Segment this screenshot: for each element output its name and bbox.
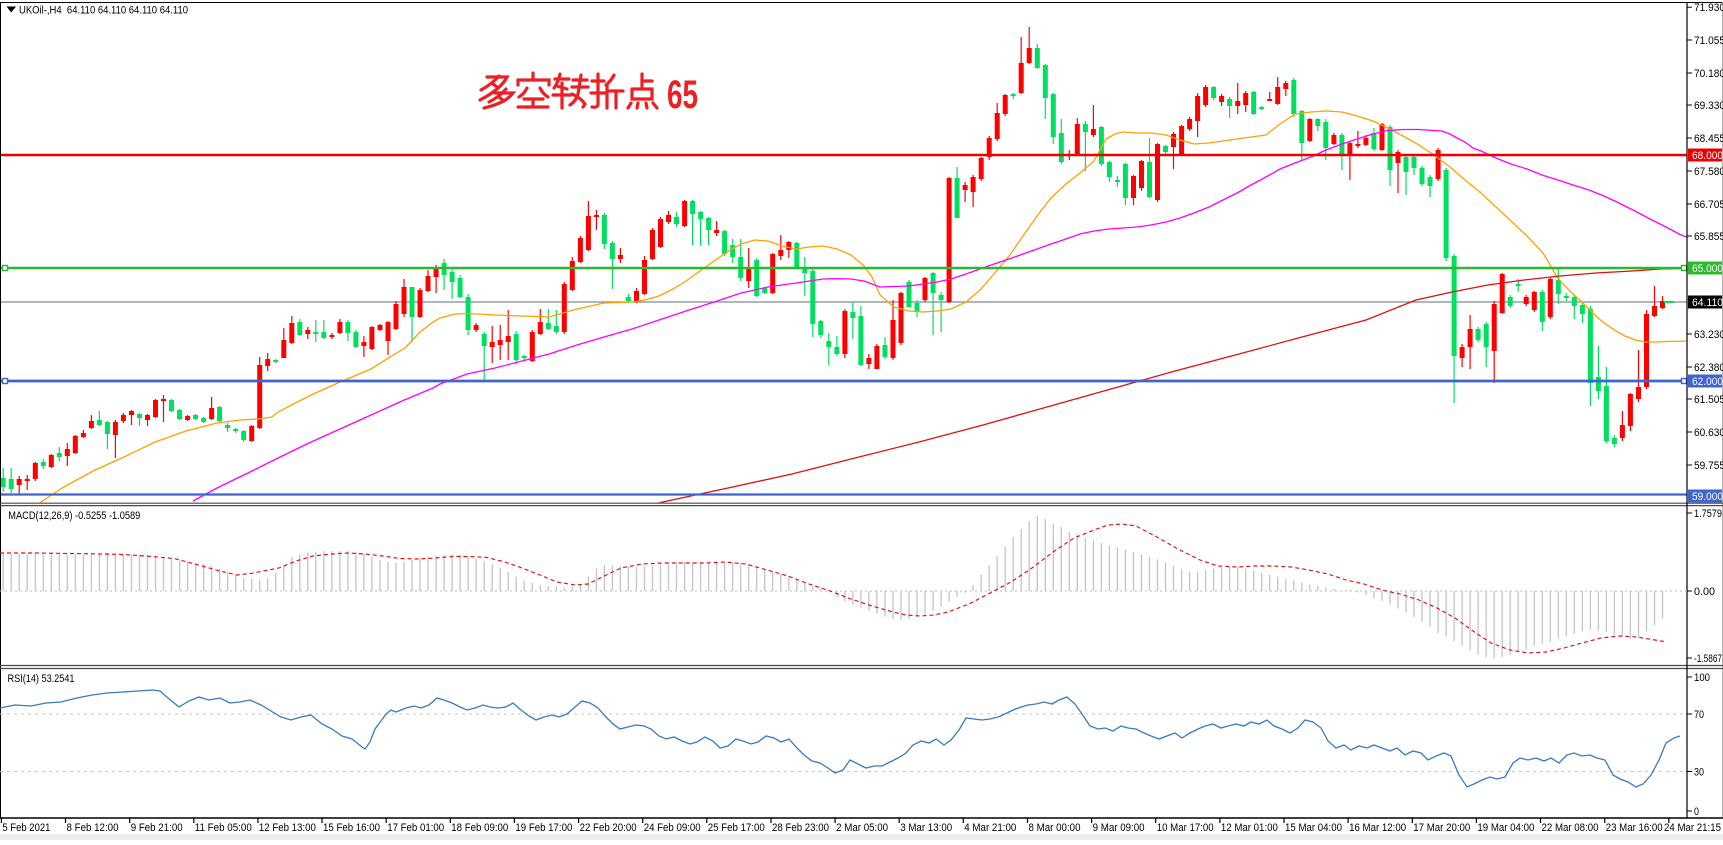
svg-text:100: 100 xyxy=(1694,672,1710,684)
svg-text:70.180: 70.180 xyxy=(1694,68,1723,80)
svg-text:8 Feb 12:00: 8 Feb 12:00 xyxy=(67,822,119,834)
svg-text:61.505: 61.505 xyxy=(1694,394,1723,406)
svg-text:9 Feb 21:00: 9 Feb 21:00 xyxy=(131,822,183,834)
svg-text:68.000: 68.000 xyxy=(1692,150,1723,162)
svg-text:12 Mar 01:00: 12 Mar 01:00 xyxy=(1221,822,1278,834)
svg-text:65.000: 65.000 xyxy=(1692,263,1723,275)
svg-text:UKOil-,H4 64.110 64.110 64.11: UKOil-,H4 64.110 64.110 64.110 64.110 xyxy=(19,5,188,17)
svg-text:0.00: 0.00 xyxy=(1694,586,1715,598)
svg-text:15 Feb 16:00: 15 Feb 16:00 xyxy=(323,822,380,834)
svg-text:60.630: 60.630 xyxy=(1694,427,1723,439)
svg-text:64.110: 64.110 xyxy=(1692,297,1723,309)
svg-text:11 Feb 05:00: 11 Feb 05:00 xyxy=(195,822,252,834)
svg-text:65: 65 xyxy=(667,73,698,117)
svg-text:22 Feb 20:00: 22 Feb 20:00 xyxy=(580,822,637,834)
svg-text:16 Mar 12:00: 16 Mar 12:00 xyxy=(1349,822,1406,834)
svg-text:69.330: 69.330 xyxy=(1694,100,1723,112)
svg-text:1.7579: 1.7579 xyxy=(1694,508,1722,520)
svg-text:66.705: 66.705 xyxy=(1694,199,1723,211)
svg-text:RSI(14) 53.2541: RSI(14) 53.2541 xyxy=(8,673,75,685)
svg-text:12 Feb 13:00: 12 Feb 13:00 xyxy=(259,822,316,834)
svg-text:3 Mar 13:00: 3 Mar 13:00 xyxy=(900,822,952,834)
svg-text:0: 0 xyxy=(1694,806,1699,818)
svg-text:62.380: 62.380 xyxy=(1694,362,1723,374)
svg-text:28 Feb 23:00: 28 Feb 23:00 xyxy=(772,822,829,834)
svg-text:59.755: 59.755 xyxy=(1694,460,1723,472)
svg-text:70: 70 xyxy=(1694,709,1704,721)
svg-text:67.580: 67.580 xyxy=(1694,166,1723,178)
svg-text:65.855: 65.855 xyxy=(1694,231,1723,243)
svg-text:62.000: 62.000 xyxy=(1692,376,1723,388)
svg-text:68.455: 68.455 xyxy=(1694,133,1723,145)
svg-text:10 Mar 17:00: 10 Mar 17:00 xyxy=(1157,822,1214,834)
svg-text:MACD(12,26,9) -0.5255 -1.0589: MACD(12,26,9) -0.5255 -1.0589 xyxy=(8,510,140,522)
svg-text:4 Mar 21:00: 4 Mar 21:00 xyxy=(964,822,1016,834)
svg-text:24 Mar 21:15: 24 Mar 21:15 xyxy=(1664,822,1721,834)
svg-text:18 Feb 09:00: 18 Feb 09:00 xyxy=(451,822,508,834)
svg-text:71.930: 71.930 xyxy=(1694,2,1723,14)
svg-text:71.055: 71.055 xyxy=(1694,35,1723,47)
svg-text:5 Feb 2021: 5 Feb 2021 xyxy=(2,822,50,834)
svg-text:24 Feb 09:00: 24 Feb 09:00 xyxy=(644,822,701,834)
svg-text:2 Mar 05:00: 2 Mar 05:00 xyxy=(836,822,888,834)
svg-text:23 Mar 16:00: 23 Mar 16:00 xyxy=(1606,822,1663,834)
svg-text:19 Mar 04:00: 19 Mar 04:00 xyxy=(1477,822,1534,834)
svg-text:59.000: 59.000 xyxy=(1692,491,1723,503)
svg-text:22 Mar 08:00: 22 Mar 08:00 xyxy=(1542,822,1599,834)
svg-text:8 Mar 00:00: 8 Mar 00:00 xyxy=(1029,822,1081,834)
svg-text:30: 30 xyxy=(1694,767,1704,779)
svg-text:25 Feb 17:00: 25 Feb 17:00 xyxy=(708,822,765,834)
svg-text:9 Mar 09:00: 9 Mar 09:00 xyxy=(1093,822,1145,834)
svg-text:17 Feb 01:00: 17 Feb 01:00 xyxy=(387,822,444,834)
svg-text:-1.5867: -1.5867 xyxy=(1694,653,1722,665)
svg-text:15 Mar 04:00: 15 Mar 04:00 xyxy=(1285,822,1342,834)
svg-text:19 Feb 17:00: 19 Feb 17:00 xyxy=(515,822,572,834)
svg-text:63.230: 63.230 xyxy=(1694,329,1723,341)
svg-text:17 Mar 20:00: 17 Mar 20:00 xyxy=(1413,822,1470,834)
